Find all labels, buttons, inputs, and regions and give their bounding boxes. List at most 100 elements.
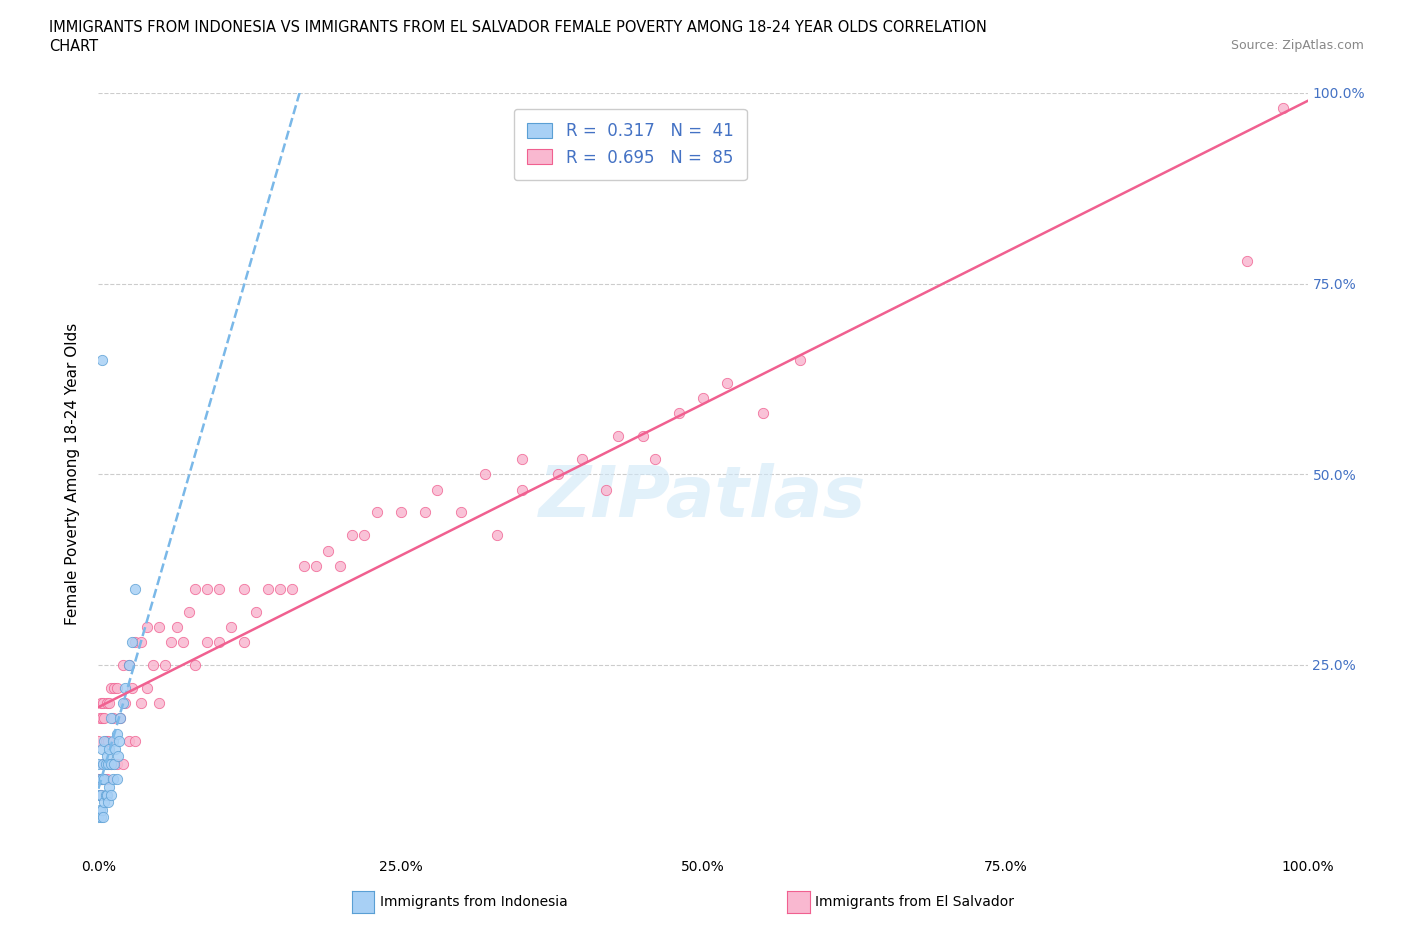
Point [129, 634, 152, 649]
Point [426, 482, 449, 497]
Point [124, 734, 146, 749]
Point [510, 452, 533, 467]
Point [93, 772, 115, 787]
Point [179, 604, 201, 619]
Point [329, 558, 352, 573]
Point [98, 779, 121, 794]
Point [101, 711, 124, 725]
Point [631, 429, 654, 444]
Point [124, 581, 146, 596]
Point [90, 787, 112, 802]
Point [91, 803, 114, 817]
Point [96, 749, 118, 764]
Point [111, 757, 134, 772]
Point [103, 681, 125, 696]
Point [474, 467, 496, 482]
Point [269, 581, 291, 596]
Point [118, 734, 141, 749]
Point [571, 452, 593, 467]
Point [692, 391, 714, 405]
Point [107, 749, 129, 764]
Point [94, 787, 117, 802]
Point [114, 696, 136, 711]
Point [221, 619, 243, 634]
Point [305, 558, 328, 573]
Point [101, 734, 124, 749]
Point [97, 757, 120, 772]
Point [135, 619, 157, 634]
Point [118, 658, 141, 672]
Point [100, 681, 122, 696]
Text: IMMIGRANTS FROM INDONESIA VS IMMIGRANTS FROM EL SALVADOR FEMALE POVERTY AMONG 18: IMMIGRANTS FROM INDONESIA VS IMMIGRANTS … [49, 20, 987, 35]
Point [93, 711, 115, 725]
Point [135, 681, 157, 696]
Point [87, 810, 110, 825]
Point [166, 619, 188, 634]
Point [232, 581, 254, 596]
Point [172, 634, 194, 649]
Point [98, 741, 121, 756]
Text: Source: ZipAtlas.com: Source: ZipAtlas.com [1230, 39, 1364, 52]
Point [108, 711, 131, 725]
Point [90, 772, 112, 787]
Point [607, 429, 630, 444]
Point [91, 772, 114, 787]
Point [450, 505, 472, 520]
Point [96, 787, 118, 802]
Point [510, 482, 533, 497]
Point [547, 467, 569, 482]
Point [184, 658, 207, 672]
Point [93, 795, 115, 810]
Point [93, 734, 115, 749]
Point [91, 772, 114, 787]
Point [142, 658, 165, 672]
Point [160, 634, 183, 649]
Point [281, 581, 304, 596]
Point [103, 757, 125, 772]
Point [108, 734, 131, 749]
Point [100, 711, 122, 725]
Point [90, 810, 112, 825]
Point [89, 711, 111, 725]
Point [93, 772, 115, 787]
Point [87, 772, 110, 787]
Point [87, 734, 110, 749]
Point [108, 711, 131, 725]
Point [153, 658, 176, 672]
Point [89, 803, 111, 817]
Point [366, 505, 388, 520]
Point [100, 787, 122, 802]
Y-axis label: Female Poverty Among 18-24 Year Olds: Female Poverty Among 18-24 Year Olds [65, 324, 80, 626]
Point [353, 528, 375, 543]
Point [100, 757, 122, 772]
Point [105, 726, 128, 741]
Legend: R =  0.317   N =  41, R =  0.695   N =  85: R = 0.317 N = 41, R = 0.695 N = 85 [515, 109, 747, 180]
Text: ZIPatlas: ZIPatlas [540, 463, 866, 532]
Point [752, 405, 775, 420]
Point [105, 757, 128, 772]
Point [668, 405, 690, 420]
Point [148, 696, 170, 711]
Point [96, 772, 118, 787]
Point [97, 734, 120, 749]
Point [89, 772, 111, 787]
Point [89, 787, 111, 802]
Point [118, 658, 141, 672]
Point [208, 581, 231, 596]
Point [124, 634, 146, 649]
Point [105, 681, 128, 696]
Point [1236, 253, 1258, 268]
Point [104, 741, 127, 756]
Point [101, 772, 124, 787]
Point [595, 482, 617, 497]
Point [91, 757, 114, 772]
Point [389, 505, 412, 520]
Point [1272, 100, 1295, 115]
Point [245, 604, 267, 619]
Point [105, 772, 128, 787]
Point [87, 757, 110, 772]
Point [195, 634, 218, 649]
Point [94, 734, 117, 749]
Point [184, 581, 207, 596]
Point [342, 528, 364, 543]
